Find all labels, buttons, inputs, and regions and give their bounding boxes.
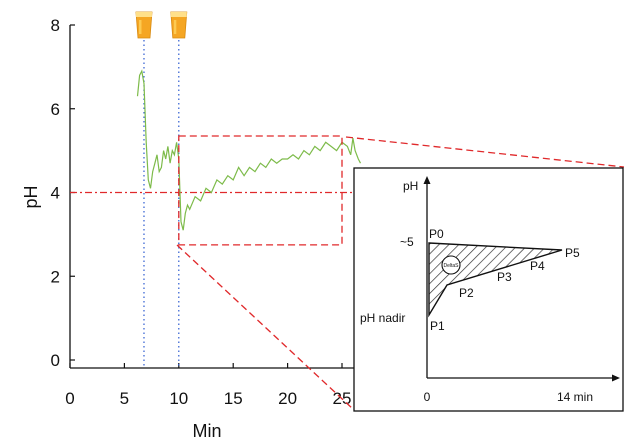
inset-x-arrow [612, 374, 620, 382]
inset-y-label: pH [403, 179, 418, 193]
inset-y-arrow [423, 176, 431, 184]
x-tick-label: 5 [120, 389, 129, 408]
x-ticks: 0510152025 [65, 363, 351, 408]
zoom-connector-top [345, 136, 624, 168]
point-label-p4: P4 [530, 259, 545, 273]
delta-circle [441, 255, 461, 275]
delta-area [428, 242, 563, 318]
juice-glass-icon [135, 11, 153, 39]
inset-x-start-label: 0 [424, 390, 431, 404]
point-label-p0: P0 [429, 227, 444, 241]
inset-level-label: ~5 [400, 235, 414, 249]
point-label-p2: P2 [459, 286, 474, 300]
inset-frame [353, 167, 624, 412]
point-label-p1: P1 [430, 319, 445, 333]
y-axis-title: pH [21, 185, 41, 208]
inset-panel: DeltaS pH ~5 pH nadir 0 14 min P0 P1 P2 … [353, 167, 624, 412]
y-tick-label: 6 [51, 100, 60, 119]
x-tick-label: 0 [65, 389, 74, 408]
juice-glass-icon [170, 11, 188, 39]
x-axis-title: Min [192, 421, 221, 441]
y-tick-label: 0 [51, 351, 60, 370]
x-tick-label: 10 [169, 389, 188, 408]
zoom-connector-bottom [176, 244, 355, 411]
x-tick-label: 15 [224, 389, 243, 408]
zoom-box [178, 135, 343, 246]
point-label-p3: P3 [497, 270, 512, 284]
y-tick-label: 8 [51, 16, 60, 35]
delta-label: DeltaS [443, 263, 459, 269]
point-label-p5: P5 [565, 246, 580, 260]
inset-x-end-label: 14 min [557, 390, 593, 404]
inset-nadir-label: pH nadir [360, 311, 405, 325]
ph-series-line [136, 69, 362, 231]
y-tick-label: 2 [51, 267, 60, 286]
y-tick-label: 4 [51, 184, 60, 203]
x-tick-label: 20 [278, 389, 297, 408]
